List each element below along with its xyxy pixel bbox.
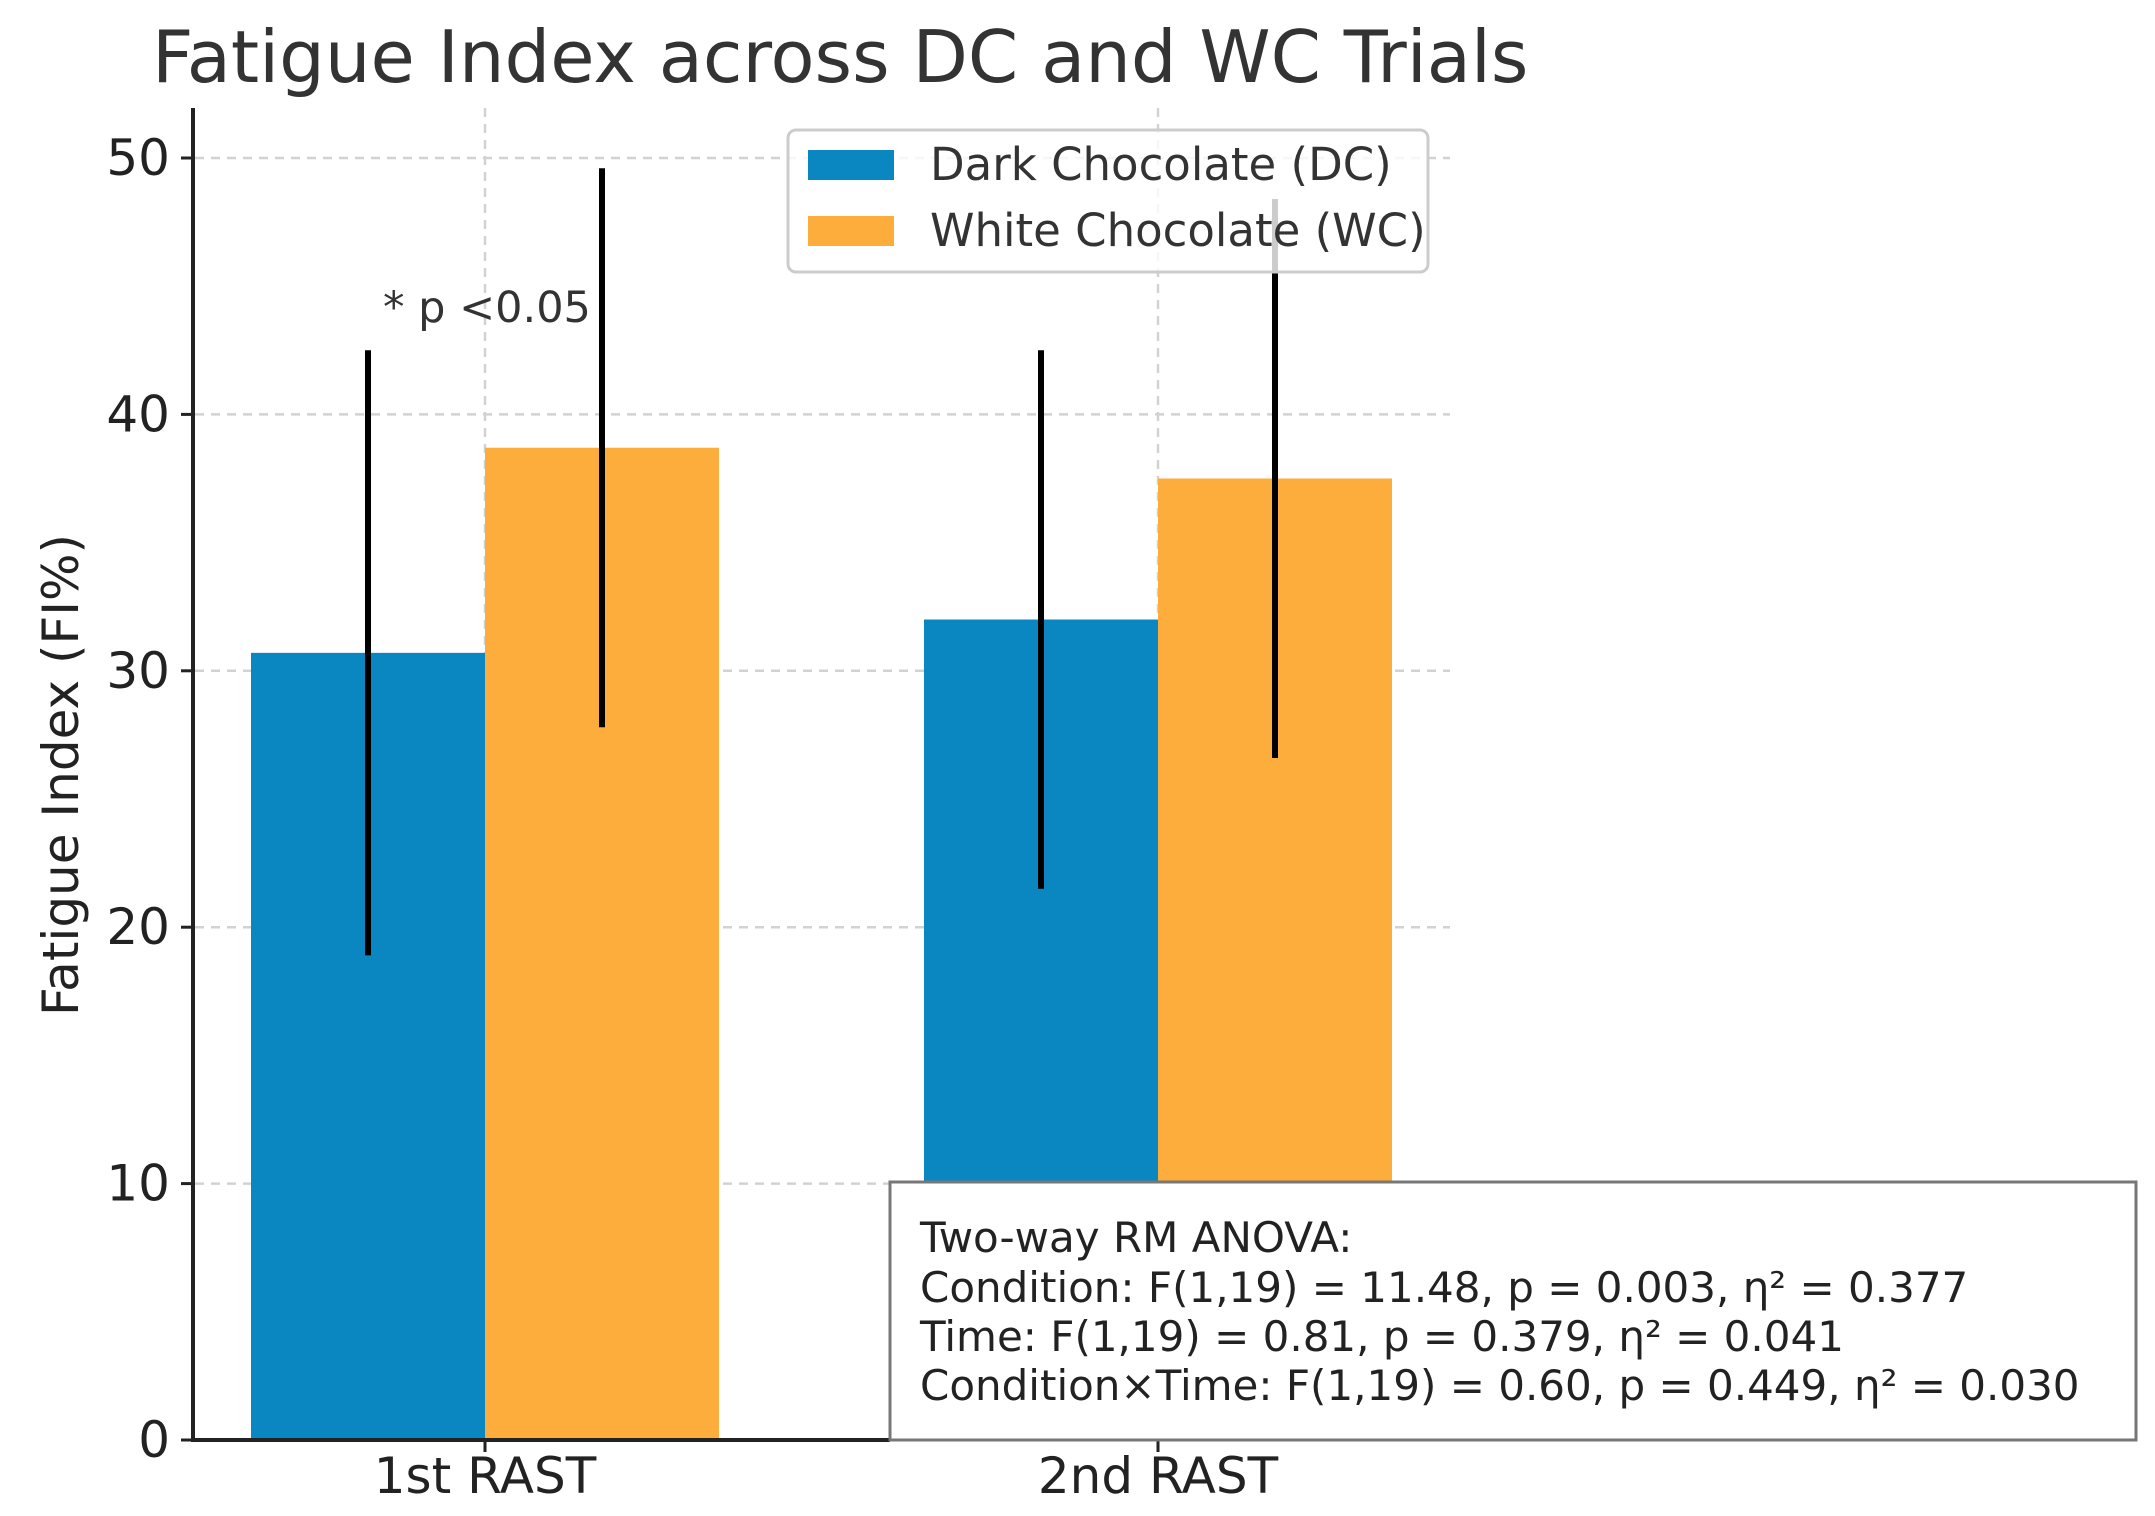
- legend-label-dc: Dark Chocolate (DC): [930, 138, 1392, 191]
- y-axis-label: Fatigue Index (FI%): [32, 534, 90, 1016]
- x-tick-label-1: 2nd RAST: [1038, 1447, 1279, 1505]
- legend-swatch-wc: [808, 216, 894, 246]
- y-ticks: 0 10 20 30 40 50: [106, 129, 193, 1469]
- legend-label-wc: White Chocolate (WC): [930, 204, 1426, 257]
- error-bars: [365, 168, 1278, 956]
- legend-swatch-dc: [808, 150, 894, 180]
- stats-line-heading: Two-way RM ANOVA:: [919, 1213, 1352, 1262]
- x-tick-label-0: 1st RAST: [374, 1447, 597, 1505]
- y-tick-label-2: 20: [106, 898, 170, 956]
- y-tick-label-0: 0: [138, 1411, 170, 1469]
- y-tick-label-5: 50: [106, 129, 170, 187]
- legend-frame: [786, 128, 1430, 274]
- stats-line-interaction: Condition×Time: F(1,19) = 0.60, p = 0.44…: [920, 1361, 2080, 1410]
- stats-line-time: Time: F(1,19) = 0.81, p = 0.379, η² = 0.…: [919, 1312, 1844, 1361]
- x-ticks: 1st RAST 2nd RAST: [374, 1440, 1279, 1505]
- stats-line-condition: Condition: F(1,19) = 11.48, p = 0.003, η…: [920, 1263, 1968, 1312]
- chart-title: Fatigue Index across DC and WC Trials: [152, 15, 1528, 99]
- anova-stats-box: Two-way RM ANOVA: Condition: F(1,19) = 1…: [888, 1180, 2138, 1442]
- y-tick-label-3: 30: [106, 642, 170, 700]
- legend: Dark Chocolate (DC) White Chocolate (WC): [786, 128, 1430, 274]
- y-tick-label-4: 40: [106, 385, 170, 443]
- significance-annotation: * p <0.05: [383, 283, 591, 333]
- axes: [191, 108, 890, 1442]
- stats-frame: [888, 1180, 2138, 1442]
- y-tick-label-1: 10: [106, 1155, 170, 1213]
